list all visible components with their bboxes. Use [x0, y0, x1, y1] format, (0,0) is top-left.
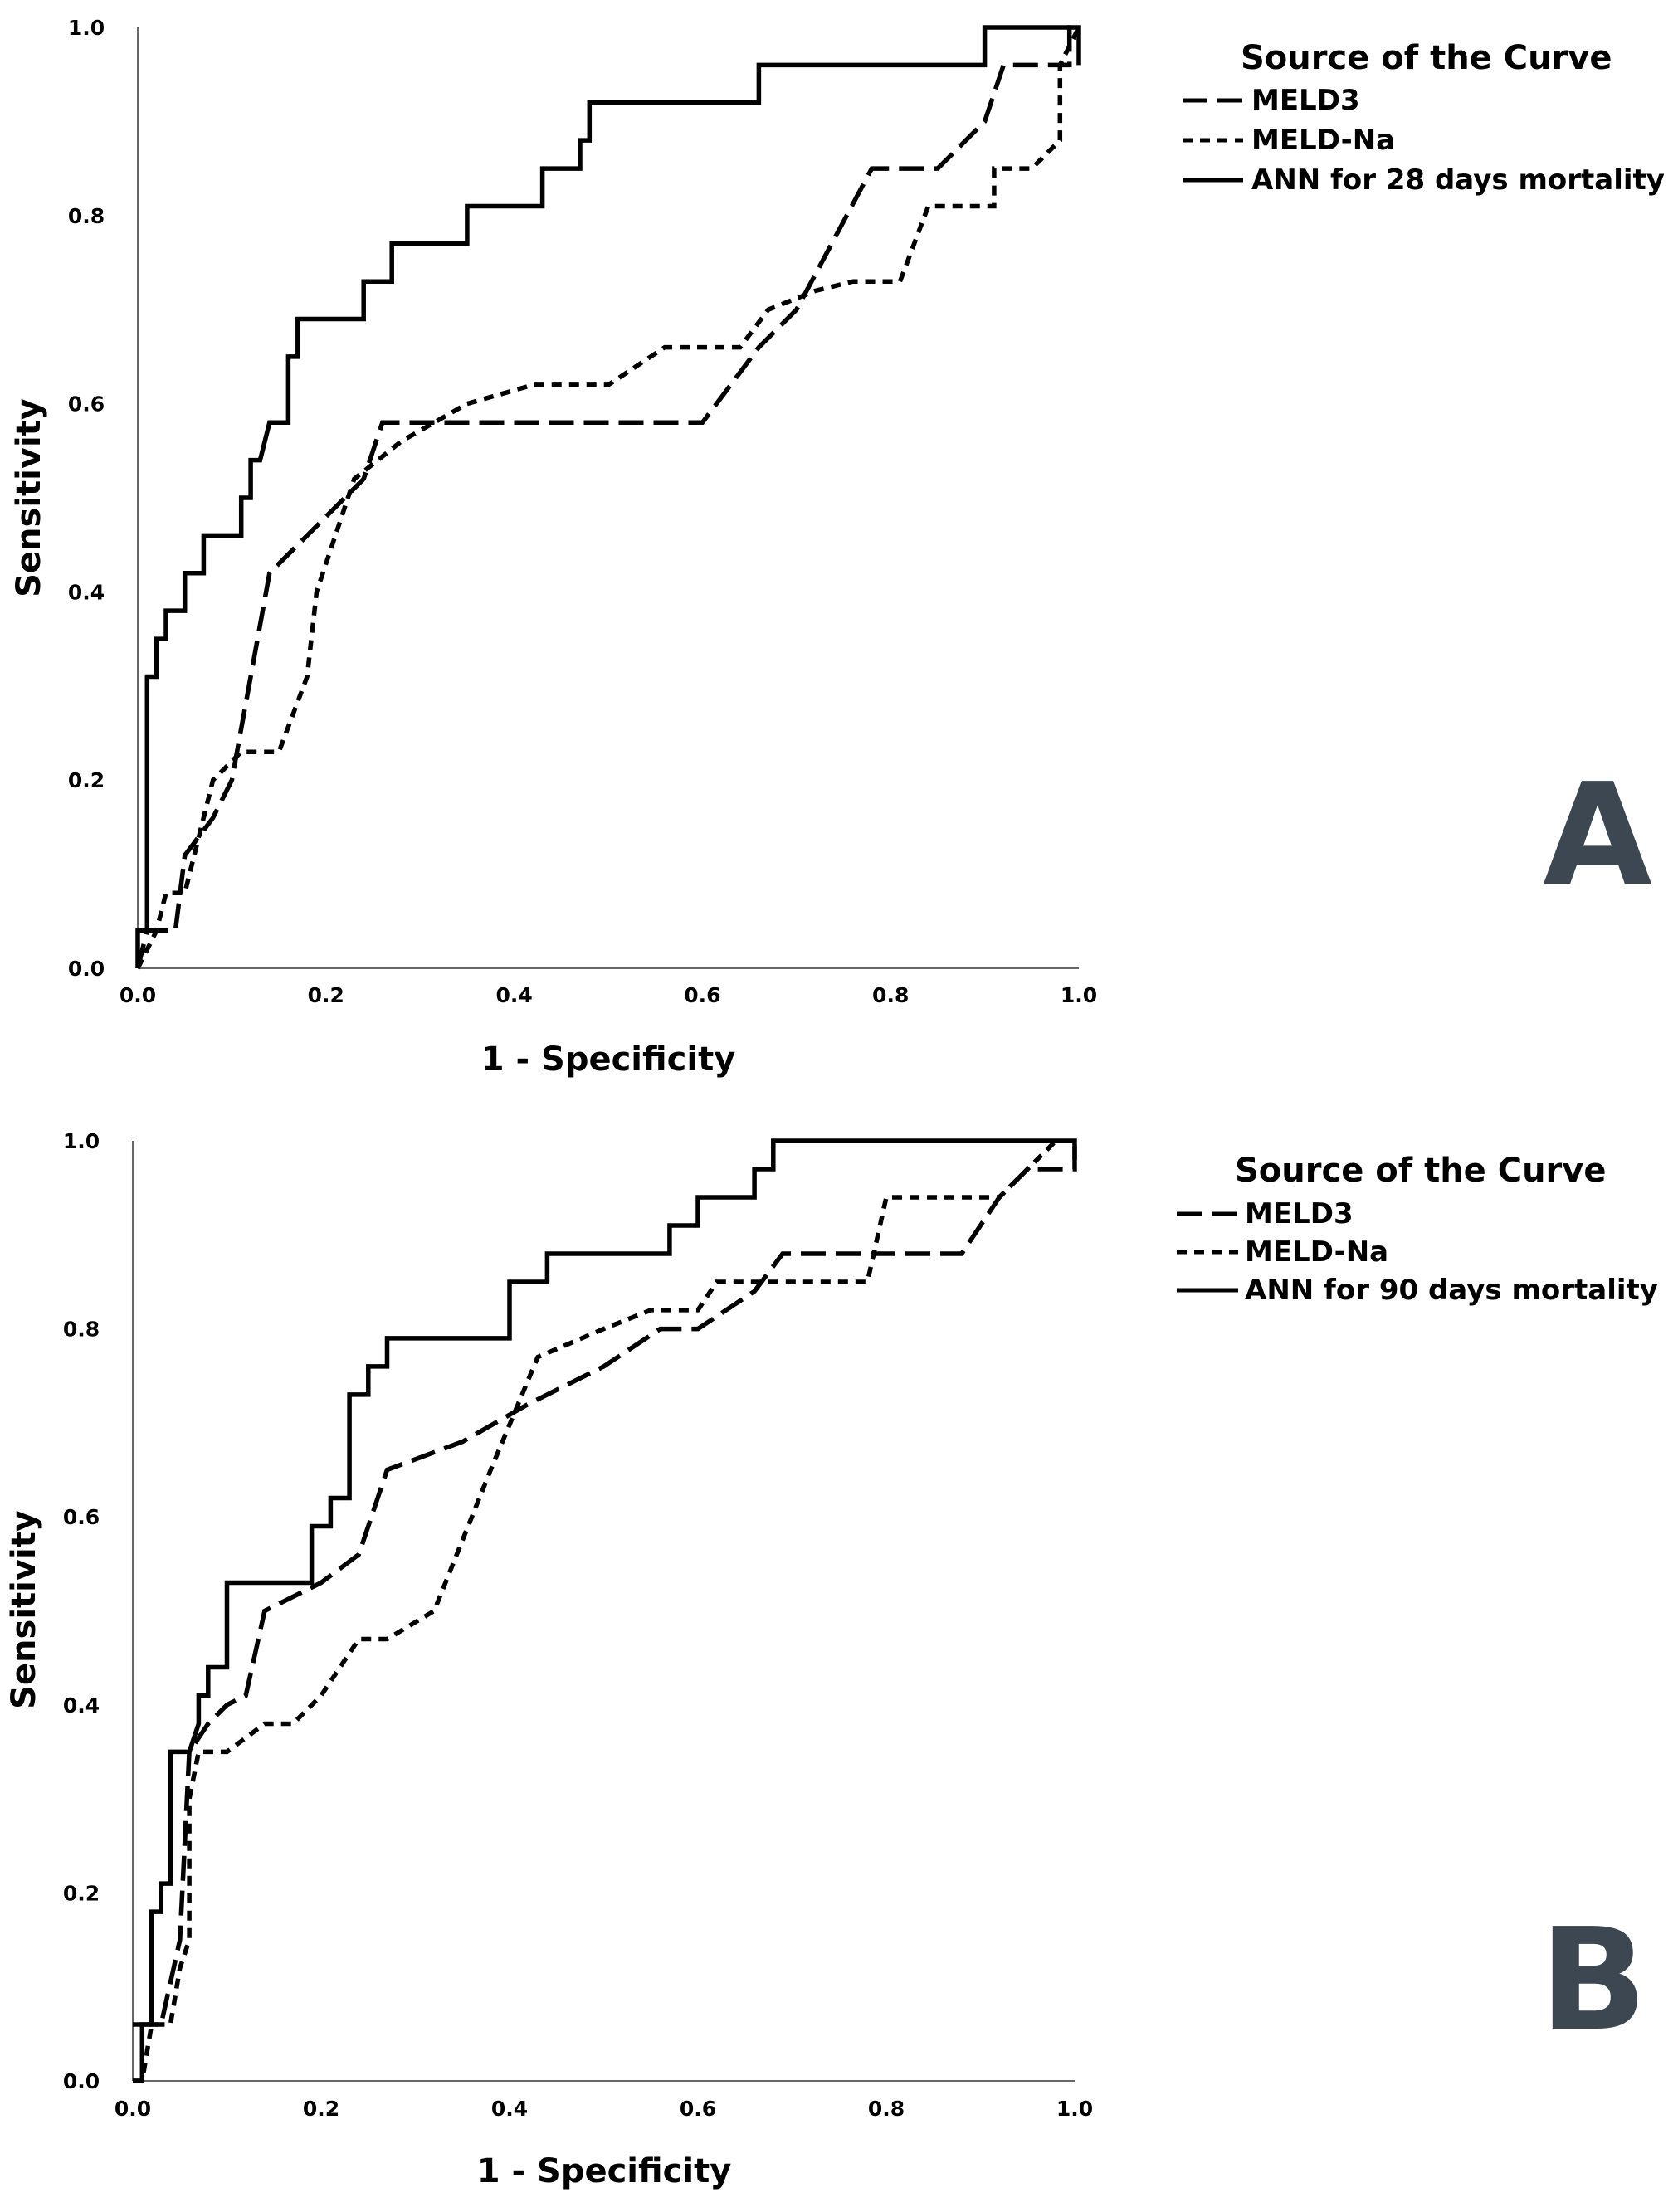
x-tick-label: 0.4	[491, 2097, 528, 2121]
x-tick-label: 0.4	[495, 983, 532, 1007]
legend-entry: MELD3	[1245, 1197, 1354, 1230]
y-tick-label: 1.0	[68, 16, 105, 40]
x-tick-label: 0.8	[868, 2097, 905, 2121]
y-tick-label: 0.0	[68, 957, 105, 981]
legend: Source of the Curve MELD3 MELD-Na ANN for 9…	[1177, 1152, 1658, 1307]
y-axis-label: Sensitivity	[10, 398, 48, 597]
y-axis-label: Sensitivity	[5, 1510, 43, 1709]
x-tick-label: 0.6	[684, 983, 720, 1007]
y-tick-label: 0.8	[68, 204, 105, 228]
panel-label: B	[1539, 1898, 1647, 2063]
x-tick-label: 0.6	[680, 2097, 716, 2121]
y-tick-label: 0.2	[68, 768, 105, 792]
legend-title: Source of the Curve	[1241, 39, 1612, 77]
x-axis-label: 1 - Specificity	[477, 2152, 732, 2190]
y-tick-label: 0.4	[68, 580, 105, 604]
legend-entry: MELD3	[1251, 84, 1360, 117]
y-tick-label: 0.6	[68, 392, 105, 417]
legend-entry: MELD-Na	[1245, 1235, 1388, 1269]
series-line-ann-for-90-days-mortality	[133, 1138, 1077, 2083]
y-tick-label: 0.0	[63, 2069, 100, 2093]
y-tick-label: 1.0	[63, 1129, 100, 1153]
series-line-meld3	[133, 1141, 1077, 2027]
y-tick-label: 0.8	[63, 1318, 100, 1342]
x-tick-label: 0.2	[303, 2097, 339, 2121]
panel-label: A	[1543, 753, 1652, 918]
legend-entry: MELD-Na	[1251, 124, 1395, 157]
series-line-meld3	[135, 25, 1079, 969]
x-tick-label: 0.0	[115, 2097, 151, 2121]
x-axis-label: 1 - Specificity	[481, 1040, 736, 1079]
y-tick-label: 0.4	[63, 1693, 100, 1717]
legend-entry: ANN for 28 days mortality	[1251, 163, 1665, 197]
series-line-meld-na	[133, 1139, 1058, 2083]
y-tick-label: 0.6	[63, 1505, 100, 1529]
x-tick-label: 1.0	[1056, 2097, 1093, 2121]
y-tick-label: 0.2	[63, 1881, 100, 1905]
legend-title: Source of the Curve	[1235, 1152, 1606, 1190]
series-line-meld-na	[135, 26, 1081, 970]
series-line-ann-for-28-days-mortality	[135, 25, 1081, 968]
x-tick-label: 1.0	[1061, 983, 1097, 1007]
legend-entry: ANN for 90 days mortality	[1245, 1274, 1658, 1307]
legend: Source of the Curve MELD3 MELD-Na ANN for 2…	[1183, 39, 1665, 197]
chart-panel-a: 0.0 0.2 0.4 0.6 0.8 1.0 0.0 0.2 0.4 0.6 0.8 1.0 Sens…	[10, 16, 1665, 1079]
x-tick-label: 0.2	[308, 983, 344, 1007]
x-tick-label: 0.8	[872, 983, 909, 1007]
chart-panel-b: 0.0 0.2 0.4 0.6 0.8 1.0 0.0 0.2 0.4 0.6 0.8 1.0 Sens…	[5, 1129, 1658, 2190]
x-tick-label: 0.0	[120, 983, 156, 1007]
